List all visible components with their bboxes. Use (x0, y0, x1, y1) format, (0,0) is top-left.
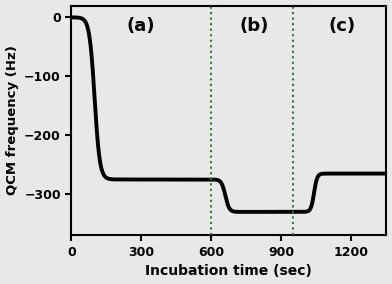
X-axis label: Incubation time (sec): Incubation time (sec) (145, 264, 312, 278)
Y-axis label: QCM frequency (Hz): QCM frequency (Hz) (5, 45, 18, 195)
Text: (b): (b) (240, 17, 269, 35)
Text: (a): (a) (126, 17, 155, 35)
Text: (c): (c) (329, 17, 356, 35)
